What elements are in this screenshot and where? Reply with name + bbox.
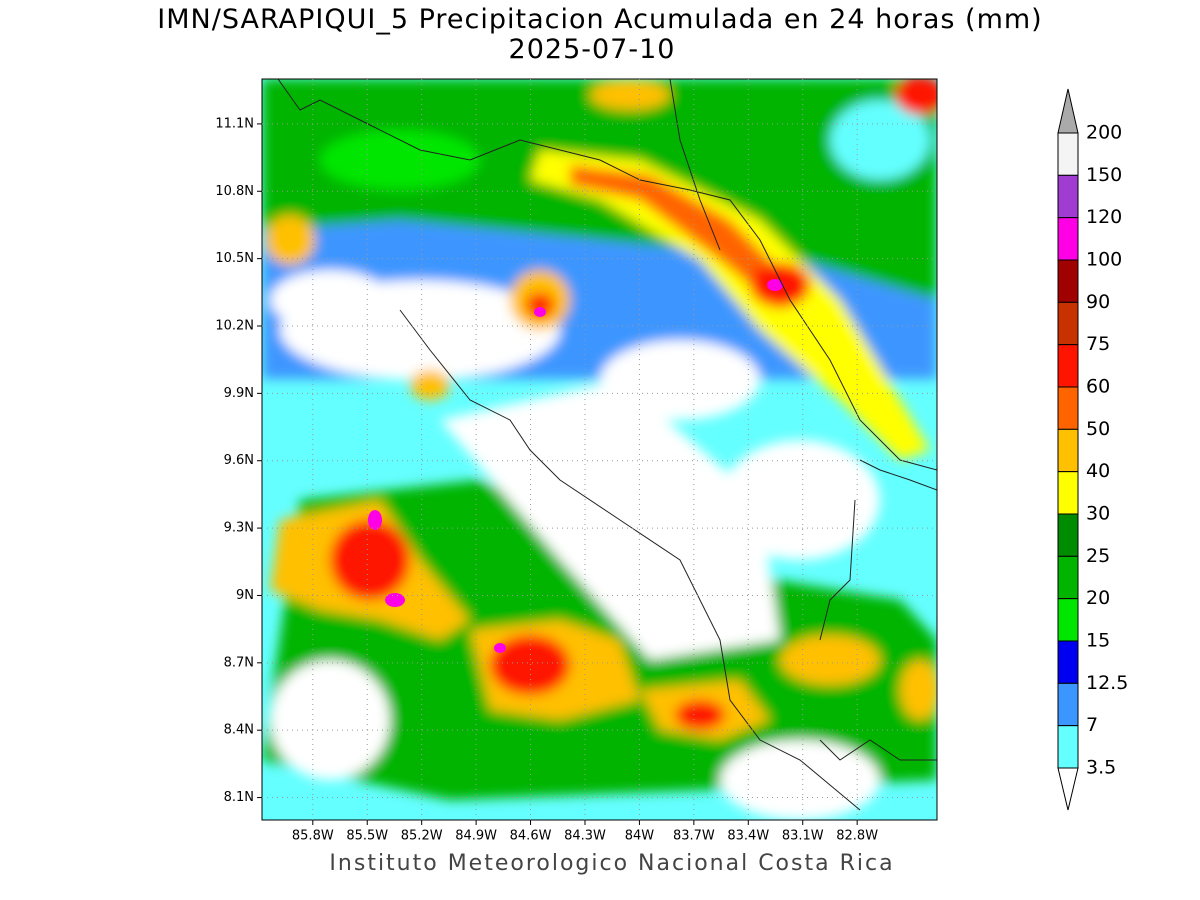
colorbar-box [1057,132,1079,176]
lon-tick-label: 83.1W [782,829,824,844]
lon-tick-label: 84.6W [510,829,552,844]
colorbar-label: 20 [1086,587,1110,609]
colorbar-label: 40 [1086,460,1110,482]
colorbar-box [1057,428,1079,473]
colorbar-box [1057,640,1079,684]
colorbar-label: 30 [1086,503,1110,525]
lat-tick-label: 8.1N [224,790,254,805]
colorbar-label: 100 [1086,249,1122,271]
colorbar-box [1057,217,1079,261]
lon-tick-label: 85.8W [292,829,334,844]
colorbar-box [1057,471,1079,515]
colorbar-label: 200 [1086,122,1122,144]
colorbar-box [1057,682,1079,727]
lon-tick-label: 82.8W [836,829,878,844]
colorbar-box [1057,725,1079,769]
title: IMN/SARAPIQUI_5 Precipitacion Acumulada … [157,4,1042,35]
lat-tick-label: 8.4N [224,723,254,738]
colorbar-under [1057,767,1079,811]
lat-tick-label: 9.9N [224,386,254,401]
lat-tick-label: 9.6N [224,453,254,468]
lat-tick-label: 11.1N [215,116,254,131]
border-line [669,79,721,251]
colorbar-over [1057,88,1079,134]
lat-tick-label: 10.8N [215,184,254,199]
lon-tick-label: 83.4W [727,829,769,844]
colorbar-label: 75 [1086,333,1110,355]
colorbar-box [1057,259,1079,303]
colorbar-label: 7 [1086,714,1098,736]
lat-tick-label: 9N [236,588,254,603]
lon-tick-label: 84.3W [564,829,606,844]
subtitle: 2025-07-10 [509,34,676,65]
lat-tick-label: 9.3N [224,521,254,536]
colorbar-label: 50 [1086,418,1110,440]
colorbar-label: 90 [1086,291,1110,313]
colorbar-label: 60 [1086,376,1110,398]
colorbar-box [1057,513,1079,557]
coastline [399,309,861,811]
colorbar-label: 25 [1086,545,1110,567]
coastline [819,739,937,761]
colorbar-label: 12.5 [1086,672,1128,694]
lat-tick-label: 10.5N [215,251,254,266]
colorbar-label: 3.5 [1086,757,1116,779]
colorbar-box [1057,174,1079,219]
colorbar-label: 120 [1086,206,1122,228]
lon-tick-label: 84W [625,829,655,844]
colorbar-box [1057,598,1079,642]
colorbar-box [1057,344,1079,388]
lon-tick-label: 84.9W [455,829,497,844]
lat-tick-label: 8.7N [224,655,254,670]
lat-tick-label: 10.2N [215,319,254,334]
colorbar-label: 150 [1086,164,1122,186]
map-frame [261,78,938,821]
lon-tick-label: 83.7W [673,829,715,844]
colorbar-box [1057,301,1079,346]
precip-field [262,79,937,820]
colorbar-box [1057,386,1079,430]
border-line [277,79,937,471]
lon-tick-label: 85.5W [346,829,388,844]
colorbar-label: 15 [1086,630,1110,652]
lon-tick-label: 85.2W [401,829,443,844]
footer: Instituto Meteorologico Nacional Costa R… [329,851,894,876]
colorbar-box [1057,555,1079,600]
coastline [819,459,937,641]
